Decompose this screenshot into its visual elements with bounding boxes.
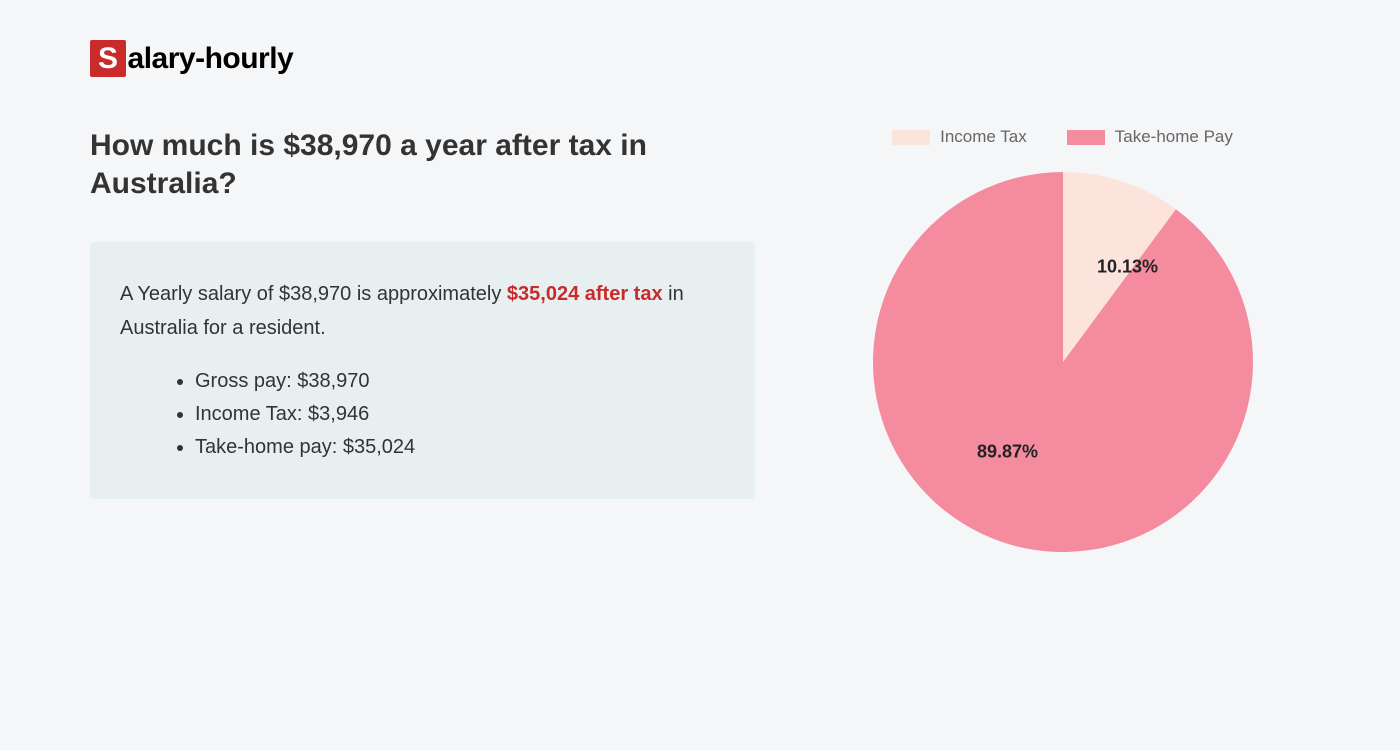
legend-swatch-tax: [892, 130, 930, 145]
summary-box: A Yearly salary of $38,970 is approximat…: [90, 242, 755, 499]
legend-swatch-takehome: [1067, 130, 1105, 145]
breakdown-takehome: Take-home pay: $35,024: [195, 436, 725, 459]
legend-label-tax: Income Tax: [940, 127, 1027, 147]
summary-before: A Yearly salary of $38,970 is approximat…: [120, 283, 507, 305]
breakdown-tax: Income Tax: $3,946: [195, 403, 725, 426]
legend-item-tax: Income Tax: [892, 127, 1027, 147]
right-column: Income Tax Take-home Pay 10.13%89.87%: [815, 127, 1310, 562]
legend-label-takehome: Take-home Pay: [1115, 127, 1233, 147]
breakdown-list: Gross pay: $38,970 Income Tax: $3,946 Ta…: [120, 370, 725, 459]
logo-s-badge: S: [90, 40, 126, 77]
pie-slice: [873, 172, 1253, 552]
page-title: How much is $38,970 a year after tax in …: [90, 127, 755, 202]
chart-legend: Income Tax Take-home Pay: [815, 127, 1310, 147]
left-column: How much is $38,970 a year after tax in …: [90, 127, 755, 562]
breakdown-gross: Gross pay: $38,970: [195, 370, 725, 393]
pie-svg: [853, 162, 1273, 562]
pie-chart: 10.13%89.87%: [815, 162, 1310, 562]
legend-item-takehome: Take-home Pay: [1067, 127, 1233, 147]
logo-text: alary-hourly: [128, 42, 294, 76]
summary-highlight: $35,024 after tax: [507, 283, 663, 305]
content: How much is $38,970 a year after tax in …: [90, 127, 1310, 562]
summary-text: A Yearly salary of $38,970 is approximat…: [120, 277, 725, 345]
logo: Salary-hourly: [90, 40, 1310, 77]
